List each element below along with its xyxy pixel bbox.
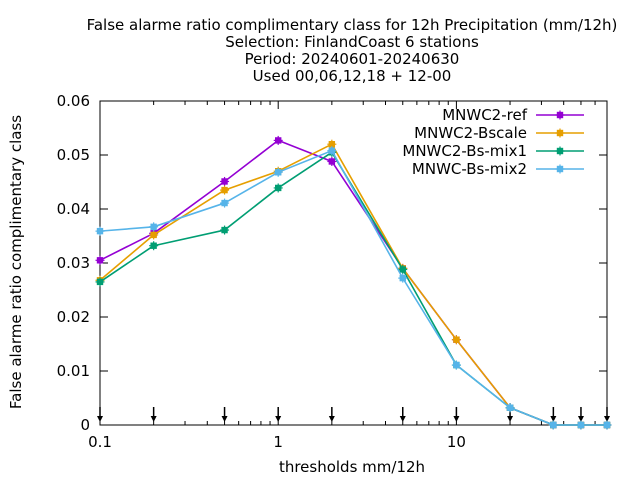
threshold-arrow — [453, 407, 460, 422]
legend: MNWC2-refMNWC2-BscaleMNWC2-Bs-mix1MNWC-B… — [402, 106, 584, 178]
y-tick-label: 0.06 — [57, 92, 90, 110]
legend-item: MNWC2-Bs-mix1 — [402, 142, 584, 160]
threshold-arrow — [97, 407, 103, 422]
title-line-2: Selection: FinlandCoast 6 stations — [225, 33, 479, 51]
plot-border — [99, 100, 608, 426]
x-tick-label: 1 — [273, 433, 283, 451]
y-tick-label: 0.03 — [57, 254, 90, 272]
legend-item: MNWC-Bs-mix2 — [412, 160, 584, 178]
title-line-4: Used 00,06,12,18 + 12-00 — [253, 67, 452, 85]
threshold-arrow — [577, 407, 584, 422]
legend-label: MNWC2-ref — [442, 106, 527, 124]
legend-item: MNWC2-ref — [442, 106, 584, 124]
threshold-arrow — [604, 407, 610, 422]
y-tick-label: 0.02 — [57, 308, 90, 326]
x-tick-label: 0.1 — [88, 433, 112, 451]
threshold-arrow — [399, 407, 406, 422]
legend-label: MNWC2-Bs-mix1 — [402, 142, 527, 160]
legend-label: MNWC-Bs-mix2 — [412, 160, 527, 178]
threshold-arrow — [150, 407, 157, 422]
series-line — [99, 149, 607, 426]
threshold-arrow — [328, 407, 335, 422]
y-tick-label: 0 — [80, 416, 90, 434]
y-tick-label: 0.04 — [57, 200, 90, 218]
series-line — [99, 143, 607, 426]
legend-item: MNWC2-Bscale — [414, 124, 584, 142]
x-axis-label: thresholds mm/12h — [279, 458, 425, 476]
threshold-arrow — [275, 407, 282, 422]
threshold-arrows — [97, 407, 610, 422]
chart-title: False alarme ratio complimentary class f… — [87, 16, 618, 85]
threshold-arrow — [221, 407, 228, 422]
threshold-arrow — [550, 407, 557, 422]
title-line-3: Period: 20240601-20240630 — [245, 50, 460, 68]
y-axis-label: False alarme ratio complimentary class — [7, 115, 25, 409]
series-2 — [95, 139, 612, 430]
series-1 — [95, 135, 612, 430]
y-tick-label: 0.05 — [57, 146, 90, 164]
y-tick-label: 0.01 — [57, 362, 90, 380]
series-4 — [95, 146, 612, 430]
legend-label: MNWC2-Bscale — [414, 124, 527, 142]
x-tick-label: 10 — [447, 433, 466, 451]
data-series — [95, 135, 612, 430]
title-line-1: False alarme ratio complimentary class f… — [87, 16, 618, 34]
plot-axes: 0 0.01 0.02 0.03 0.04 0.05 0.06 0.1 1 10 — [57, 92, 608, 451]
